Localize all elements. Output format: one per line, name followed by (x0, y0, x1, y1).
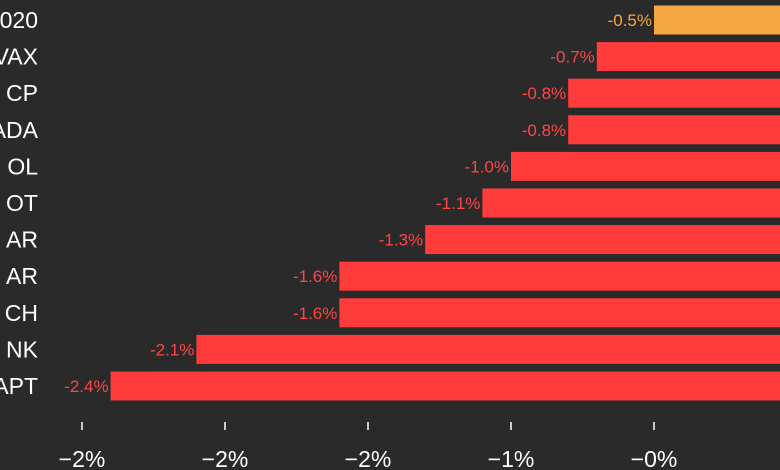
value-label-8: -1.6% (293, 267, 337, 286)
category-label-4: ADA (0, 117, 39, 143)
value-label-11: -2.4% (64, 377, 108, 396)
value-label-5: -1.0% (465, 157, 509, 176)
bar-3 (568, 78, 780, 108)
bar-11 (110, 371, 780, 401)
category-label-3: CP (6, 80, 38, 106)
category-label-6: OT (6, 190, 38, 216)
category-label-2: VAX (0, 44, 38, 70)
value-label-2: -0.7% (550, 48, 594, 67)
value-label-10: -2.1% (150, 340, 194, 359)
category-label-5: OL (7, 153, 38, 179)
x-tick-label-1: −2% (59, 446, 106, 470)
bar-2 (596, 42, 780, 72)
bar-8 (339, 261, 780, 291)
x-tick-label-4: −1% (488, 446, 535, 470)
category-label-11: APT (0, 373, 38, 399)
x-tick-label-2: −2% (202, 446, 249, 470)
category-label-10: NK (6, 336, 39, 362)
category-label-1: 020 (0, 7, 38, 33)
category-label-7: AR (6, 227, 38, 253)
value-label-1: -0.5% (608, 11, 652, 30)
value-label-7: -1.3% (379, 231, 423, 250)
category-label-9: CH (5, 300, 38, 326)
bar-6 (482, 188, 780, 218)
value-label-4: -0.8% (522, 121, 566, 140)
x-tick-label-5: −0% (631, 446, 678, 470)
bar-1 (654, 5, 780, 35)
value-label-9: -1.6% (293, 304, 337, 323)
value-label-6: -1.1% (436, 194, 480, 213)
bar-10 (196, 334, 780, 364)
x-tick-label-3: −2% (345, 446, 392, 470)
bar-7 (425, 225, 780, 255)
bar-5 (511, 151, 780, 181)
bar-4 (568, 115, 780, 145)
value-label-3: -0.8% (522, 84, 566, 103)
category-label-8: AR (6, 263, 38, 289)
bar-9 (339, 298, 780, 328)
